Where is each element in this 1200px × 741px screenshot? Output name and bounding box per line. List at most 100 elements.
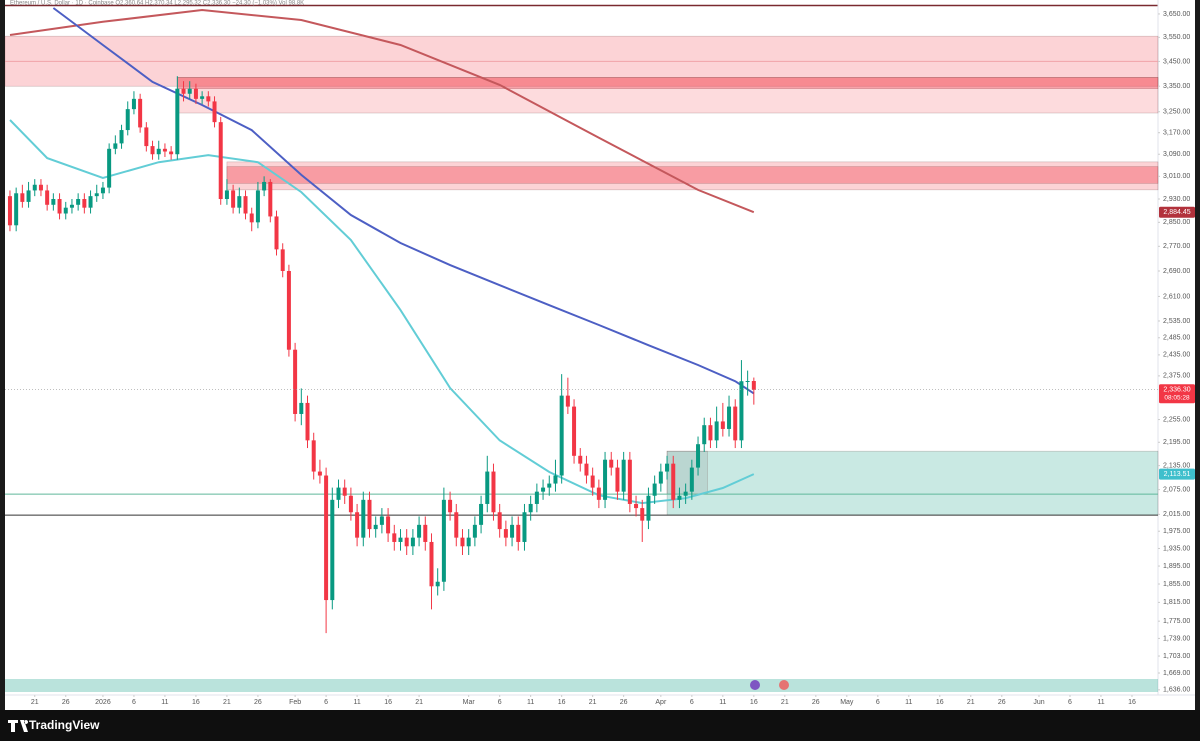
candle-body [720, 421, 725, 429]
x-tick-label: 11 [719, 699, 726, 706]
candle-body [20, 193, 25, 202]
candle-body [187, 88, 192, 94]
candle-body [138, 98, 143, 128]
candle-body [472, 524, 477, 538]
x-tick-label: 21 [415, 699, 423, 706]
candle-body [572, 406, 577, 456]
candle-body [262, 181, 267, 191]
candle-body [82, 199, 87, 208]
candle-body [330, 499, 335, 601]
candle-body [156, 148, 161, 155]
candle-body [559, 395, 564, 476]
x-tick-label: 16 [750, 699, 758, 706]
candle-body [32, 184, 37, 191]
candle-body [57, 199, 62, 214]
candle-body [621, 459, 626, 492]
candle-body [640, 508, 645, 521]
candle-body [224, 190, 229, 200]
symbol-header: Ethereum / U.S. Dollar · 1D · Coinbase O… [10, 1, 304, 7]
x-tick-label: 26 [812, 699, 820, 706]
candle-body [441, 499, 446, 582]
y-tick-label: 2,930.00 [1163, 196, 1190, 203]
y-tick-label: 3,350.00 [1163, 83, 1190, 90]
y-tick-label: 2,435.00 [1163, 352, 1190, 359]
candle-body [299, 402, 304, 414]
y-tick-label: 1,775.00 [1163, 618, 1190, 625]
candle-body [324, 475, 329, 601]
candle-body [547, 483, 552, 488]
x-tick-label: 21 [589, 699, 597, 706]
candle-body [652, 483, 657, 496]
candle-body [193, 88, 198, 99]
candle-body [696, 444, 701, 468]
candle-body [45, 190, 50, 205]
candle-body [565, 395, 570, 407]
candle-body [596, 487, 601, 500]
y-tick-label: 2,610.00 [1163, 293, 1190, 300]
x-tick-label: 21 [31, 699, 39, 706]
moving-average-line [9, 8, 755, 214]
candle-body [14, 193, 19, 226]
candle-body [671, 463, 676, 500]
zone [666, 450, 1159, 516]
event-icon[interactable] [779, 680, 789, 690]
x-tick-label: 6 [498, 699, 502, 706]
candle-body [665, 463, 670, 472]
candle-body [305, 402, 310, 441]
y-tick-label: 2,375.00 [1163, 373, 1190, 380]
y-tick-label: 2,015.00 [1163, 511, 1190, 518]
y-tick-label: 1,739.00 [1163, 635, 1190, 642]
zone [226, 166, 1159, 184]
candle-body [38, 184, 43, 191]
axes: 3,650.00 3,550.00 3,450.00 3,350.00 3,250.00… [31, 11, 1195, 706]
x-tick-label: 6 [1068, 699, 1072, 706]
y-tick-label: 1,895.00 [1163, 563, 1190, 570]
x-tick-label: 6 [132, 699, 136, 706]
candle-body [26, 190, 31, 202]
candle-body [522, 512, 527, 542]
price-label-bg [1159, 468, 1195, 480]
x-tick-label: 6 [876, 699, 880, 706]
y-tick-label: 1,636.00 [1163, 687, 1190, 694]
y-tick-label: 1,975.00 [1163, 528, 1190, 535]
candle-body [100, 187, 105, 194]
price-label: 2,336.30 [1163, 387, 1190, 394]
candle-body [311, 440, 316, 472]
candle-body [590, 475, 595, 488]
x-tick-label: 6 [324, 699, 328, 706]
price-label: 2,113.51 [1164, 471, 1191, 478]
logo-text[interactable]: TradingView [29, 718, 100, 732]
candle-body [578, 455, 583, 464]
candle-body [516, 524, 521, 542]
x-tick-label: 21 [967, 699, 975, 706]
candle-body [603, 459, 608, 500]
moving-average-line [9, 119, 755, 505]
candle-body [367, 499, 372, 530]
candle-body [336, 487, 341, 500]
y-tick-label: 1,855.00 [1163, 581, 1190, 588]
x-tick-label: 21 [223, 699, 231, 706]
candle-body [534, 491, 539, 504]
x-tick-label: 21 [781, 699, 789, 706]
candle-body [218, 122, 223, 200]
x-tick-label: 16 [1128, 699, 1136, 706]
candle-body [169, 151, 174, 155]
y-tick-label: 3,550.00 [1163, 34, 1190, 41]
candle-body [398, 537, 403, 542]
candle-body [150, 146, 155, 155]
x-tick-label: 2026 [95, 699, 111, 706]
event-icon[interactable] [750, 680, 760, 690]
candle-body [733, 406, 738, 441]
y-tick-label: 3,010.00 [1163, 173, 1190, 180]
x-tick-label: 26 [62, 699, 70, 706]
candle-body [361, 499, 366, 538]
candle-body [355, 512, 360, 538]
candle-body [677, 495, 682, 500]
candle-body [714, 421, 719, 441]
candle-body [404, 537, 409, 547]
price-label: 2,884.45 [1163, 209, 1190, 216]
candle-body [745, 381, 750, 383]
candle-body [212, 101, 217, 123]
